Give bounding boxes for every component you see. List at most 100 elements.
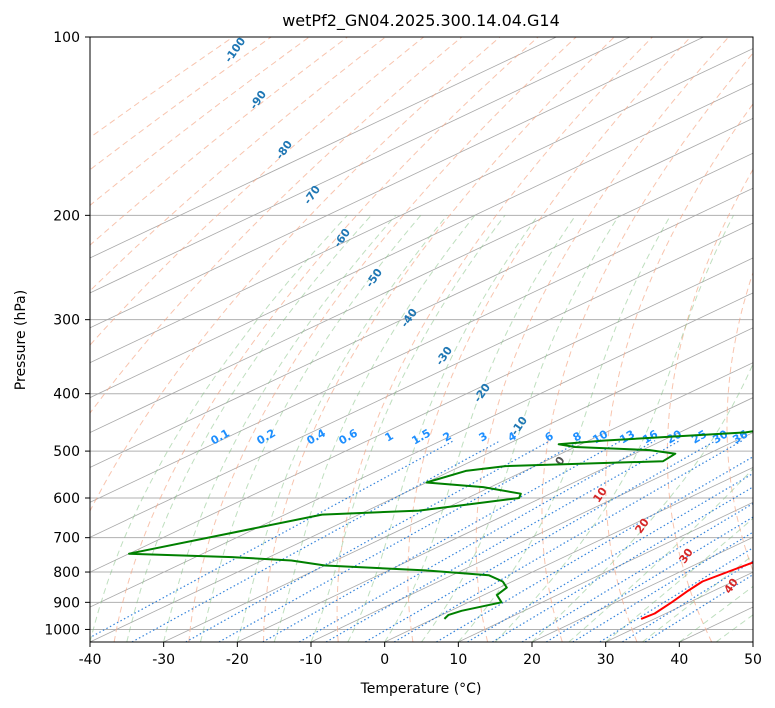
isoline-label: -100 [222,35,249,65]
moist-adiabat [457,215,672,642]
moist-adiabat [90,214,348,642]
isoline-label: -40 [398,306,420,330]
dry-adiabat [90,37,501,513]
y-tick-label: 600 [53,491,80,507]
dry-adiabat [263,37,615,642]
isoline-label: 20 [632,516,652,536]
mixing-ratio-line [644,573,753,642]
x-tick-label: 0 [380,652,389,668]
y-tick-label: 1000 [44,622,80,638]
mixing-ratio-line [491,486,753,642]
isoline-label: 0.6 [337,426,361,447]
y-tick-label: 400 [53,387,80,403]
x-tick-label: -10 [300,652,323,668]
sounding-trace [640,561,753,620]
isoline-label: -30 [433,344,455,368]
x-tick-label: 30 [597,652,615,668]
isoline-label: 0.2 [255,426,278,447]
chart-title: wetPf2_GN04.2025.300.14.04.G14 [282,11,560,31]
mixing-ratio-line [325,440,680,642]
isoline-label: -50 [363,266,385,290]
dry-adiabat [475,37,730,642]
isotherm-line [531,536,753,642]
moist-adiabat [200,214,422,642]
isotherm-line [310,432,753,642]
x-tick-label: 20 [523,652,541,668]
dry-adiabat [666,168,753,642]
x-tick-label: 50 [744,652,762,668]
dry-adiabat [90,37,425,346]
y-axis-ticks: 100 200 300 400 500 600 700 800 900 1000 [44,30,90,638]
profile-traces [128,430,753,620]
x-axis-ticks: -40 -30 -20 -10 0 10 20 30 40 50 [79,642,762,668]
moist-adiabat [642,554,753,642]
x-tick-label: -20 [226,652,249,668]
isotherm-line [90,37,704,329]
y-tick-label: 200 [53,208,80,224]
isotherm-line [163,362,753,642]
mixing-ratio-line [467,472,753,642]
moist-adiabat [678,585,753,642]
isotherm-line [90,48,753,364]
x-axis-label: Temperature (°C) [360,681,482,697]
moist-adiabat [236,214,448,642]
dry-adiabat [90,37,348,246]
isotherm-line [90,187,753,503]
mixing-ratio-line [90,440,455,639]
isotherm-line [90,222,753,538]
moist-adiabat [347,215,539,642]
dry-adiabat [113,37,539,642]
dry-adiabat [90,37,310,206]
isotherm-line [384,467,753,642]
x-tick-label: 10 [449,652,467,668]
moist-adiabat [384,215,577,642]
isoline-label: -80 [273,138,295,162]
dry-adiabat [90,37,386,292]
isoline-label: 0.4 [305,426,329,447]
line-labels: -100-90-80-70-60-50-40-30-20-10010203040… [209,35,751,596]
y-tick-label: 900 [53,595,80,611]
mixing-ratio-line [572,531,753,642]
isoline-label: 6 [543,429,556,444]
y-tick-label: 700 [53,531,80,547]
moist-adiabat [421,215,620,642]
isoline-label: -70 [301,183,323,207]
moist-adiabat [126,214,372,642]
isotherm-line [752,641,753,642]
isoline-label: 13 [617,428,637,447]
isoline-label: 25 [689,428,709,447]
mixing-ratio-line [262,440,622,642]
y-axis-label: Pressure (hPa) [13,290,29,390]
dry-adiabat [90,37,272,171]
moist-adiabat [531,362,753,642]
mixing-ratio-line [218,440,582,642]
y-tick-label: 300 [53,313,80,329]
plot-frame [89,36,754,643]
dry-adiabat [336,37,653,642]
isotherm-line [90,37,557,259]
x-tick-label: -40 [79,652,102,668]
mixing-ratio-line [364,440,717,642]
isoline-label: 1 [383,429,396,444]
isotherm-line [458,501,753,642]
isoline-label: 36 [730,427,750,446]
background-grid [90,37,753,642]
sounding-trace [128,430,753,620]
x-tick-label: 40 [670,652,688,668]
x-tick-label: -30 [152,652,175,668]
mixing-ratio-line [436,456,753,642]
isotherm-line [90,82,753,399]
dry-adiabat [188,37,577,642]
isotherm-line [90,152,753,468]
isotherm-line [90,257,753,573]
isotherm-line [90,292,753,608]
y-tick-label: 800 [53,565,80,581]
isoline-label: 30 [676,546,696,566]
dry-adiabat [90,37,463,414]
dry-adiabat [407,37,691,642]
isoline-label: -90 [247,88,269,112]
isoline-label: -20 [471,381,493,405]
mixing-ratio-line [185,440,551,642]
y-tick-label: 100 [53,30,80,46]
